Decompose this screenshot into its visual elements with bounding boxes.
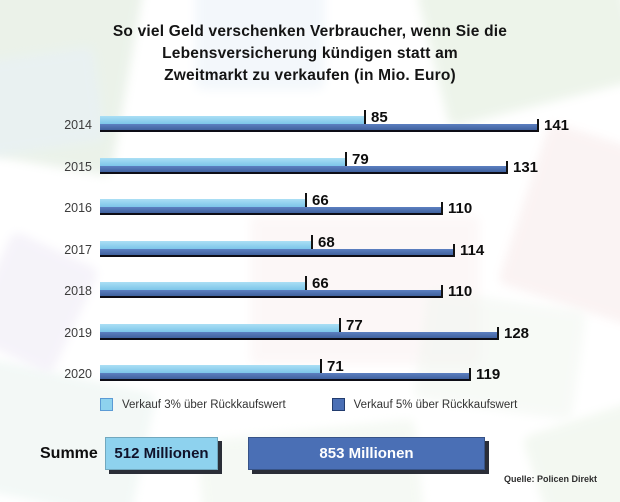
year-axis-label: 2016 xyxy=(64,201,92,215)
bar-group: 71 119 xyxy=(100,359,500,382)
bar-2018-5pct: 110 xyxy=(100,284,472,299)
bar-2017-3pct: 68 xyxy=(100,234,335,250)
summary-total-5pct: 853 Millionen xyxy=(248,437,485,470)
bar-group: 77 128 xyxy=(100,317,529,341)
chart-legend: Verkauf 3% über Rückkaufswert Verkauf 5%… xyxy=(100,398,517,411)
chart-row-2017: 2017 68 114 xyxy=(40,234,585,283)
bar-2019-5pct: 128 xyxy=(100,326,529,341)
bar-2016-3pct: 66 xyxy=(100,193,329,208)
year-axis-label: 2017 xyxy=(64,242,92,257)
bar-2020-3pct: 71 xyxy=(100,359,344,374)
chart-title-line: Zweitmarkt zu verkaufen (in Mio. Euro) xyxy=(164,67,456,84)
bar-value-label: 110 xyxy=(441,284,472,299)
year-axis-label: 2014 xyxy=(64,118,92,132)
legend-item-3pct: Verkauf 3% über Rückkaufswert xyxy=(100,398,286,411)
bar-value-label: 128 xyxy=(497,326,529,341)
chart-row-2015: 2015 79 131 xyxy=(40,151,585,200)
legend-label: Verkauf 3% über Rückkaufswert xyxy=(122,398,286,411)
bar-value-label: 71 xyxy=(320,359,344,374)
bar-value-label: 66 xyxy=(305,276,329,291)
bar-group: 85 141 xyxy=(100,110,569,133)
chart-row-2020: 2020 71 119 xyxy=(40,359,585,407)
bar-group: 79 131 xyxy=(100,151,538,175)
bar-group: 66 110 xyxy=(100,193,472,216)
source-credit: Quelle: Policen Direkt xyxy=(503,474,597,484)
bar-2014-5pct: 141 xyxy=(100,118,569,133)
bar-2020-5pct: 119 xyxy=(100,367,500,382)
bar-value-label: 66 xyxy=(305,193,329,208)
legend-item-5pct: Verkauf 5% über Rückkaufswert xyxy=(331,398,518,411)
bar-value-label: 85 xyxy=(364,110,388,125)
chart-title-line: Lebensversicherung kündigen statt am xyxy=(162,45,458,62)
chart-title-line: So viel Geld verschenken Verbraucher, we… xyxy=(112,23,508,40)
bar-value-label: 114 xyxy=(453,243,484,258)
bar-group: 66 110 xyxy=(100,276,472,299)
year-axis-label: 2018 xyxy=(64,284,92,298)
chart-row-2019: 2019 77 128 xyxy=(40,317,585,366)
year-axis-label: 2015 xyxy=(64,159,92,174)
legend-swatch-dark-blue-icon xyxy=(331,398,345,411)
bar-2014-3pct: 85 xyxy=(100,110,388,125)
bar-2018-3pct: 66 xyxy=(100,276,329,291)
bar-2017-5pct: 114 xyxy=(100,243,484,258)
bar-2019-3pct: 77 xyxy=(100,317,363,333)
chart-title: So viel Geld verschenken Verbraucher, we… xyxy=(50,21,570,87)
bar-value-label: 77 xyxy=(339,317,363,333)
year-axis-label: 2020 xyxy=(64,367,92,381)
legend-label: Verkauf 5% über Rückkaufswert xyxy=(353,398,518,411)
bar-value-label: 141 xyxy=(537,118,569,133)
bar-value-label: 131 xyxy=(506,160,538,175)
bar-chart: 2014 85 141 2015 79 131 2016 66 110 2017 68 114 2018… xyxy=(40,110,585,407)
legend-swatch-light-blue-icon xyxy=(100,398,113,411)
chart-row-2016: 2016 66 110 xyxy=(40,193,585,241)
year-axis-label: 2019 xyxy=(64,325,92,340)
bar-value-label: 68 xyxy=(311,234,335,250)
bar-value-label: 119 xyxy=(469,367,500,382)
summary-label: Summe xyxy=(40,445,98,462)
bar-2015-5pct: 131 xyxy=(100,160,538,175)
summary-total-3pct: 512 Millionen xyxy=(105,437,218,470)
chart-row-2018: 2018 66 110 xyxy=(40,276,585,324)
bar-value-label: 110 xyxy=(441,201,472,216)
bar-group: 68 114 xyxy=(100,234,484,258)
bar-2015-3pct: 79 xyxy=(100,151,369,167)
chart-row-2014: 2014 85 141 xyxy=(40,110,585,158)
bar-2016-5pct: 110 xyxy=(100,201,472,216)
bar-value-label: 79 xyxy=(345,151,369,167)
